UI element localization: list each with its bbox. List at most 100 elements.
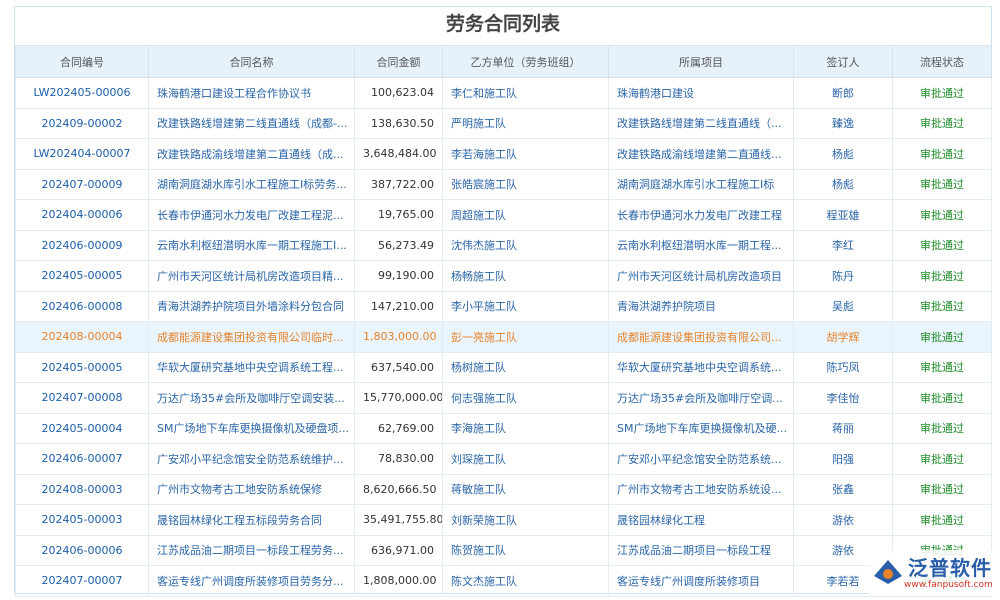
table-cell: 万达广场35#会所及咖啡厅空调...	[608, 382, 794, 414]
table-cell: 202406-00008	[15, 290, 149, 322]
table-cell: 广州市天河区统计局机房改造项目	[608, 260, 794, 292]
table-cell: 审批通过	[892, 290, 992, 322]
table-cell: 广州市文物考古工地安防系统设...	[608, 473, 794, 505]
table-cell: 15,770,000.00	[354, 382, 443, 414]
column-header: 签订人	[793, 45, 893, 78]
table-cell: 审批通过	[892, 138, 992, 170]
table-cell: 杨畅施工队	[442, 260, 609, 292]
table-cell: 湖南洞庭湖水库引水工程施工Ⅰ标	[608, 168, 794, 200]
table-cell: 审批通过	[892, 504, 992, 536]
table-row: 202408-00003 广州市文物考古工地安防系统保修 8,620,666.50 蒋…	[15, 473, 992, 505]
table-cell: 青海洪湖养护院项目外墙涂料分包合同	[148, 290, 355, 322]
table-cell: 何志强施工队	[442, 382, 609, 414]
table-cell: 长春市伊通河水力发电厂改建工程泥...	[148, 199, 355, 231]
table-cell: 程亚雄	[793, 199, 893, 231]
table-row: 202409-00002 改建铁路线增建第二线直通线（成都-... 138,630.…	[15, 107, 992, 139]
table-cell: 云南水利枢纽潜明水库一期工程施工Ⅰ...	[148, 229, 355, 261]
table-cell: 改建铁路线增建第二线直通线（成都-...	[148, 107, 355, 139]
header-row: 合同编号 合同名称 合同金额 乙方单位（劳务班组） 所属项目 签订人 流程状态	[15, 45, 992, 78]
table-cell: 青海洪湖养护院项目	[608, 290, 794, 322]
logo-name: 泛普软件	[908, 556, 992, 580]
table-panel: 劳务合同列表 合同编号 合同名称 合同金额 乙方单位（劳务班组） 所属项目 签订人 流程状态…	[14, 6, 992, 597]
table-row: 202407-00009 湖南洞庭湖水库引水工程施工Ⅰ标劳务... 387,722.…	[15, 168, 992, 200]
table-cell: 蒋敏施工队	[442, 473, 609, 505]
table-cell: 广州市天河区统计局机房改造项目精...	[148, 260, 355, 292]
table-cell: 李小平施工队	[442, 290, 609, 322]
table-cell: 华软大厦研究基地中央空调系统...	[608, 351, 794, 383]
table-cell: 杨树施工队	[442, 351, 609, 383]
table-cell: 8,620,666.50	[354, 473, 443, 505]
table-cell: 周超施工队	[442, 199, 609, 231]
table-cell: 蒋丽	[793, 412, 893, 444]
table-cell: 长春市伊通河水力发电厂改建工程	[608, 199, 794, 231]
table-cell: 刘新荣施工队	[442, 504, 609, 536]
table-cell: 张皓宸施工队	[442, 168, 609, 200]
table-cell: 19,765.00	[354, 199, 443, 231]
column-header: 合同名称	[148, 45, 355, 78]
table-cell: 202408-00003	[15, 473, 149, 505]
table-cell: 审批通过	[892, 199, 992, 231]
table-cell: 202407-00008	[15, 382, 149, 414]
table-cell: 李佳怡	[793, 382, 893, 414]
table-cell: 杨彪	[793, 168, 893, 200]
column-header: 所属项目	[608, 45, 794, 78]
table-cell: 陈巧凤	[793, 351, 893, 383]
table-cell: 审批通过	[892, 412, 992, 444]
table-cell: 202405-00005	[15, 260, 149, 292]
table-cell: 李若海施工队	[442, 138, 609, 170]
page-title: 劳务合同列表	[445, 13, 560, 35]
table-cell: 李红	[793, 229, 893, 261]
table-cell: 吴彪	[793, 290, 893, 322]
table-cell: 刘琛施工队	[442, 443, 609, 475]
table-cell: 1,808,000.00	[354, 565, 443, 597]
table-cell: 广安邓小平纪念馆安全防范系统...	[608, 443, 794, 475]
table-cell: 202406-00007	[15, 443, 149, 475]
table-cell: 陈文杰施工队	[442, 565, 609, 597]
table-cell: SM广场地下车库更换摄像机及硬...	[608, 412, 794, 444]
table-cell: 56,273.49	[354, 229, 443, 261]
logo-url: www.fanpusoft.com	[904, 580, 993, 590]
table-cell: 江苏成品油二期项目一标段工程	[608, 534, 794, 566]
table-cell: 审批通过	[892, 473, 992, 505]
table-row: 202406-00008 青海洪湖养护院项目外墙涂料分包合同 147,210.00 李…	[15, 290, 992, 322]
table-cell: 62,769.00	[354, 412, 443, 444]
table-row: 202404-00006 长春市伊通河水力发电厂改建工程泥... 19,765.00…	[15, 199, 992, 231]
table-cell: 202406-00009	[15, 229, 149, 261]
table-cell: 202408-00004	[15, 321, 149, 353]
table-row: 202408-00004 成都能源建设集团投资有限公司临时... 1,803,000…	[15, 321, 992, 353]
table-cell: 晟铭园林绿化工程	[608, 504, 794, 536]
column-header: 乙方单位（劳务班组）	[442, 45, 609, 78]
table-cell: 江苏成品油二期项目一标段工程劳务...	[148, 534, 355, 566]
table-cell: 202409-00002	[15, 107, 149, 139]
table-cell: 陈丹	[793, 260, 893, 292]
table-cell: 636,971.00	[354, 534, 443, 566]
table-row: 202405-00004 SM广场地下车库更换摄像机及硬盘项... 62,769.0…	[15, 412, 992, 444]
table-cell: 客运专线广州调度所装修项目劳务分...	[148, 565, 355, 597]
table-row: 202407-00007 客运专线广州调度所装修项目劳务分... 1,808,000…	[15, 565, 992, 597]
table-cell: 审批通过	[892, 77, 992, 109]
table-row: LW202404-00007 改建铁路成渝线增建第二直通线（成... 3,648,4…	[15, 138, 992, 170]
table-row: 202406-00009 云南水利枢纽潜明水库一期工程施工Ⅰ... 56,273.4…	[15, 229, 992, 261]
logo: 泛普软件 www.fanpusoft.com	[868, 550, 996, 596]
table-cell: 1,803,000.00	[354, 321, 443, 353]
table-cell: 147,210.00	[354, 290, 443, 322]
table-cell: 3,648,484.00	[354, 138, 443, 170]
table-cell: 78,830.00	[354, 443, 443, 475]
table-cell: 审批通过	[892, 382, 992, 414]
table-cell: 202407-00009	[15, 168, 149, 200]
table-cell: 审批通过	[892, 260, 992, 292]
table-cell: 99,190.00	[354, 260, 443, 292]
logo-icon	[874, 560, 902, 584]
column-header: 合同编号	[15, 45, 149, 78]
table-cell: 138,630.50	[354, 107, 443, 139]
table-cell: 成都能源建设集团投资有限公司...	[608, 321, 794, 353]
table-cell: SM广场地下车库更换摄像机及硬盘项...	[148, 412, 355, 444]
table-cell: 华软大厦研究基地中央空调系统工程...	[148, 351, 355, 383]
table-row: 202407-00008 万达广场35#会所及咖啡厅空调安装... 15,770,0…	[15, 382, 992, 414]
table-cell: 游依	[793, 504, 893, 536]
table-cell: 改建铁路线增建第二线直通线（...	[608, 107, 794, 139]
table-cell: 202406-00006	[15, 534, 149, 566]
contract-table: 合同编号 合同名称 合同金额 乙方单位（劳务班组） 所属项目 签订人 流程状态 LW2024…	[15, 45, 992, 597]
table-cell: 成都能源建设集团投资有限公司临时...	[148, 321, 355, 353]
